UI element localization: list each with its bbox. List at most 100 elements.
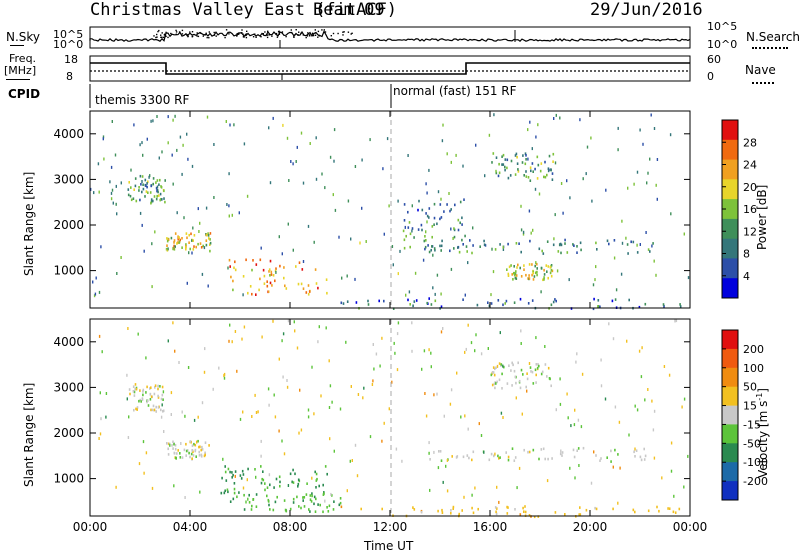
noise-trace-dot (324, 31, 327, 33)
data-cell (116, 212, 118, 216)
noise-panel (89, 26, 691, 49)
data-cell (285, 287, 288, 290)
data-cell (204, 441, 207, 444)
data-cell (560, 243, 563, 247)
data-cell (544, 175, 547, 179)
data-cell (338, 235, 340, 239)
data-cell (171, 153, 173, 157)
data-cell (203, 370, 206, 374)
data-cell (564, 513, 566, 516)
data-cell (263, 274, 266, 278)
data-cell (439, 203, 442, 206)
data-cell (172, 447, 174, 450)
data-cell (268, 270, 270, 273)
data-cell (464, 234, 466, 238)
data-cell (324, 465, 327, 468)
data-cell (114, 153, 117, 157)
data-cell (679, 303, 681, 306)
data-cell (595, 454, 597, 457)
data-cell (322, 483, 324, 487)
data-cell (311, 492, 313, 495)
data-cell (543, 276, 545, 279)
data-cell (195, 245, 197, 249)
nave-label: Nave (745, 63, 776, 77)
data-cell (274, 279, 276, 283)
data-cell (454, 203, 456, 207)
data-cell (115, 202, 117, 206)
data-cell (507, 455, 510, 459)
colorbar-segment (722, 443, 738, 463)
data-cell (98, 190, 100, 194)
data-cell (396, 332, 399, 336)
data-cell (278, 235, 280, 239)
data-cell (218, 366, 220, 370)
data-cell (580, 425, 583, 429)
data-cell (310, 500, 313, 503)
data-cell (552, 300, 555, 304)
data-cell (151, 408, 154, 412)
data-cell (191, 449, 193, 452)
data-cell (667, 507, 669, 510)
data-cell (226, 203, 228, 206)
data-cell (260, 439, 262, 443)
data-cell (242, 275, 245, 278)
data-cell (522, 232, 525, 236)
colorbar-segment (722, 462, 738, 482)
data-cell (246, 194, 249, 198)
data-cell (198, 230, 200, 233)
data-cell (314, 510, 317, 513)
data-cell (146, 385, 148, 389)
data-cell (498, 171, 501, 175)
data-cell (455, 456, 458, 459)
data-cell (192, 226, 194, 230)
data-cell (459, 221, 461, 225)
data-cell (403, 219, 406, 222)
data-cell (177, 449, 179, 452)
data-cell (175, 456, 177, 460)
cpid-mode-1: themis 3300 RF (95, 93, 190, 107)
data-cell (209, 238, 211, 241)
data-cell (333, 449, 335, 453)
data-cell (163, 430, 165, 433)
data-cell (515, 274, 518, 277)
data-cell (522, 373, 524, 376)
data-cell (373, 367, 375, 371)
data-cell (231, 340, 233, 344)
data-cell (186, 132, 188, 136)
data-cell (649, 250, 651, 253)
data-cell (111, 188, 114, 192)
data-cell (543, 175, 545, 179)
data-cell (557, 250, 560, 253)
data-cell (483, 450, 485, 454)
data-cell (315, 282, 318, 285)
data-cell (340, 505, 343, 509)
noise-trace-dot (224, 36, 226, 39)
data-cell (574, 408, 576, 412)
data-cell (318, 484, 320, 488)
data-cell (579, 506, 581, 509)
data-cell (596, 248, 598, 251)
data-cell (184, 414, 186, 418)
data-cell (527, 157, 529, 161)
data-cell (515, 152, 518, 156)
data-cell (272, 319, 274, 323)
data-cell (192, 248, 195, 251)
data-cell (507, 272, 510, 276)
data-cell (477, 507, 479, 511)
data-cell (282, 375, 284, 379)
data-cell (496, 364, 499, 368)
data-cell (145, 391, 147, 394)
data-cell (491, 247, 493, 251)
data-cell (360, 507, 362, 511)
data-cell (201, 445, 203, 449)
data-cell (197, 415, 199, 419)
data-cell (147, 191, 149, 194)
data-cell (683, 232, 685, 236)
data-cell (192, 450, 194, 454)
data-cell (338, 503, 341, 507)
data-cell (232, 288, 234, 292)
data-cell (502, 153, 505, 157)
data-cell (351, 459, 353, 462)
data-cell (183, 448, 186, 452)
data-cell (538, 457, 540, 461)
